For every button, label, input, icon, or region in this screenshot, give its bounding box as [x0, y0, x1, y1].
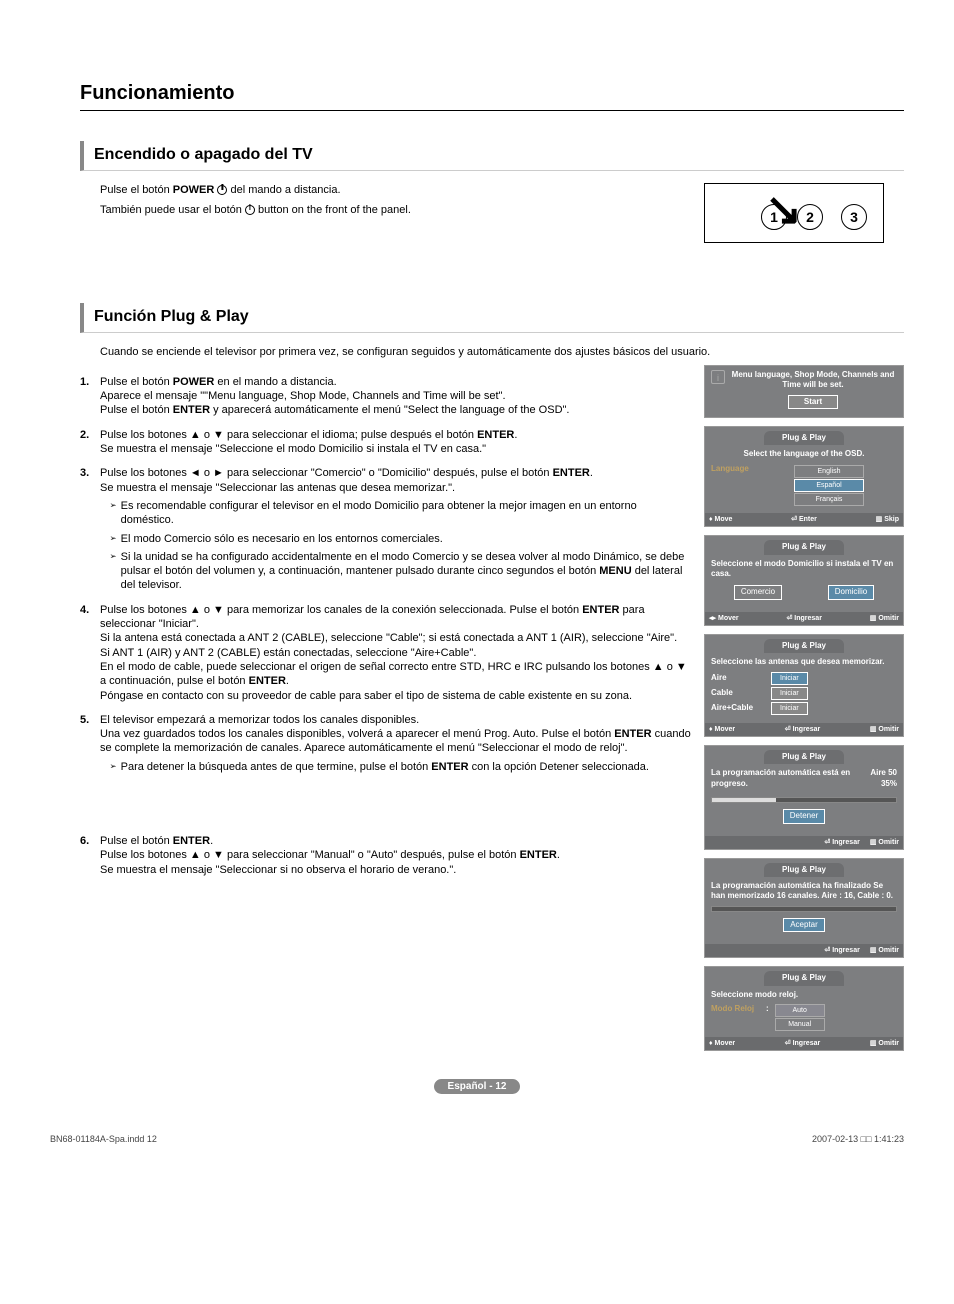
remote-button-3: 3 — [841, 204, 867, 230]
osd-tab: Plug & Play — [764, 971, 844, 985]
osd-auto-option[interactable]: Auto — [775, 1004, 825, 1017]
osd-mode: Plug & Play Seleccione el modo Domicilio… — [704, 535, 904, 626]
step-6: 6. Pulse el botón ENTER. Pulse los boton… — [80, 834, 692, 877]
osd-option-espanol[interactable]: Español — [794, 479, 864, 492]
osd-language-label: Language — [711, 464, 761, 507]
osd-clock-msg: Seleccione modo reloj. — [711, 990, 897, 1000]
osd-progress-bar — [711, 797, 897, 803]
osd-footer: ⏎ Ingresar▥ Omitir — [705, 836, 903, 849]
remote-arrow-icon: ↘ — [765, 188, 802, 232]
step-5-note-1: ➢Para detener la búsqueda antes de que t… — [110, 760, 692, 774]
osd-tab: Plug & Play — [764, 750, 844, 764]
steps-column: 1. Pulse el botón POWER en el mando a di… — [80, 365, 704, 1060]
osd-clock: Plug & Play Seleccione modo reloj. Modo … — [704, 966, 904, 1051]
step-4: 4. Pulse los botones ▲ o ▼ para memoriza… — [80, 603, 692, 703]
plugplay-intro: Cuando se enciende el televisor por prim… — [100, 345, 864, 359]
page-number-badge: Español - 12 — [434, 1079, 521, 1094]
doc-meta: BN68-01184A-Spa.indd 12 2007-02-13 □□ 1:… — [50, 1134, 904, 1146]
osd-clock-label: Modo Reloj — [711, 1004, 766, 1014]
osd-language-msg: Select the language of the OSD. — [711, 449, 897, 459]
osd-progress-status: Aire 50 — [870, 768, 897, 777]
osd-progress-pct: 35% — [881, 779, 897, 788]
page-title: Funcionamiento — [80, 80, 904, 111]
osd-aire-iniciar[interactable]: Iniciar — [771, 672, 808, 685]
step-3: 3. Pulse los botones ◄ o ► para seleccio… — [80, 466, 692, 495]
section-plugplay-heading: Función Plug & Play — [80, 303, 904, 333]
osd-option-english[interactable]: English — [794, 465, 864, 478]
section-power-heading: Encendido o apagado del TV — [80, 141, 904, 171]
page-footer: Español - 12 — [50, 1079, 904, 1093]
osd-antenna: Plug & Play Seleccione las antenas que d… — [704, 634, 904, 737]
osd-manual-option[interactable]: Manual — [775, 1018, 825, 1031]
osd-footer: ♦ Move⏎ Enter▥ Skip — [705, 513, 903, 526]
power-icon — [217, 185, 227, 195]
step-2: 2. Pulse los botones ▲ o ▼ para seleccio… — [80, 428, 692, 457]
osd-comercio-button[interactable]: Comercio — [734, 585, 782, 599]
osd-tab: Plug & Play — [764, 540, 844, 554]
step-3-note-3: ➢Si la unidad se ha configurado accident… — [110, 550, 692, 593]
doc-timestamp: 2007-02-13 □□ 1:41:23 — [812, 1134, 904, 1146]
osd-airecable-label: Aire+Cable — [711, 703, 771, 713]
osd-tab: Plug & Play — [764, 431, 844, 445]
osd-airecable-iniciar[interactable]: Iniciar — [771, 702, 808, 715]
osd-complete: Plug & Play La programación automática h… — [704, 858, 904, 959]
osd-complete-msg: La programación automática ha finalizado… — [711, 881, 897, 902]
osd-footer: ⏎ Ingresar▥ Omitir — [705, 944, 903, 957]
osd-column: i Menu language, Shop Mode, Channels and… — [704, 365, 904, 1060]
osd-language: Plug & Play Select the language of the O… — [704, 426, 904, 527]
osd-footer: ♦ Mover⏎ Ingresar▥ Omitir — [705, 723, 903, 736]
step-1: 1. Pulse el botón POWER en el mando a di… — [80, 375, 692, 418]
osd-progress-msg: La programación automática está en progr… — [711, 768, 870, 789]
osd-cable-label: Cable — [711, 688, 771, 698]
osd-welcome: i Menu language, Shop Mode, Channels and… — [704, 365, 904, 418]
osd-footer: ◂▸ Mover⏎ Ingresar▥ Omitir — [705, 612, 903, 625]
osd-welcome-msg: Menu language, Shop Mode, Channels and T… — [729, 370, 897, 391]
osd-start-button[interactable]: Start — [788, 395, 838, 409]
osd-aceptar-button[interactable]: Aceptar — [783, 918, 825, 932]
osd-aire-label: Aire — [711, 673, 771, 683]
info-icon: i — [711, 370, 725, 384]
step-3-note-2: ➢El modo Comercio sólo es necesario en l… — [110, 532, 692, 546]
remote-figure: 1 2 3 ↘ — [704, 183, 884, 243]
osd-option-francais[interactable]: Français — [794, 493, 864, 506]
osd-tab: Plug & Play — [764, 863, 844, 877]
step-3-note-1: ➢Es recomendable configurar el televisor… — [110, 499, 692, 528]
osd-domicilio-button[interactable]: Domicilio — [828, 585, 874, 599]
osd-detener-button[interactable]: Detener — [783, 809, 825, 823]
osd-antenna-msg: Seleccione las antenas que desea memoriz… — [711, 657, 897, 667]
osd-footer: ♦ Mover⏎ Ingresar▥ Omitir — [705, 1037, 903, 1050]
power-icon — [245, 205, 255, 215]
doc-filename: BN68-01184A-Spa.indd 12 — [50, 1134, 157, 1146]
osd-cable-iniciar[interactable]: Iniciar — [771, 687, 808, 700]
step-5: 5. El televisor empezará a memorizar tod… — [80, 713, 692, 756]
osd-tab: Plug & Play — [764, 639, 844, 653]
osd-complete-bar — [711, 906, 897, 912]
osd-mode-msg: Seleccione el modo Domicilio si instala … — [711, 559, 897, 580]
osd-progress: Plug & Play La programación automática e… — [704, 745, 904, 850]
